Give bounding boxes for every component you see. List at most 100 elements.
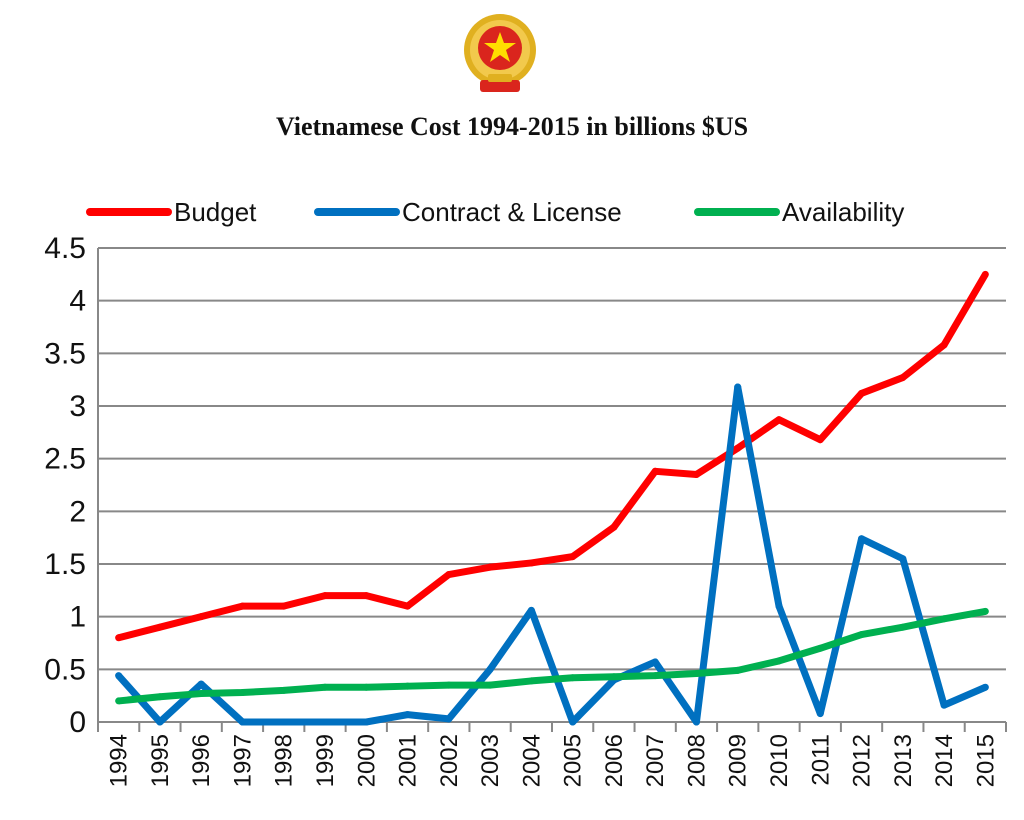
data-point — [280, 602, 288, 610]
data-point — [775, 416, 783, 424]
series-line-1 — [116, 383, 987, 726]
data-point — [197, 613, 205, 621]
x-tick-label: 2003 — [477, 734, 504, 787]
y-tick-label: 0 — [69, 706, 86, 739]
data-point — [610, 673, 618, 681]
data-point — [610, 523, 618, 531]
data-point — [651, 658, 659, 666]
data-point — [404, 602, 412, 610]
data-point — [156, 718, 164, 726]
data-point — [569, 718, 577, 726]
data-point — [692, 670, 700, 678]
x-tick-label: 2002 — [436, 734, 463, 787]
legend: Budget Contract & License Availability — [86, 197, 904, 227]
data-point — [238, 718, 246, 726]
data-point — [858, 631, 866, 639]
x-tick-label: 2008 — [683, 734, 710, 787]
legend-label: Availability — [782, 197, 904, 227]
data-point — [115, 672, 123, 680]
legend-label: Contract & License — [402, 197, 622, 227]
x-tick-label: 2014 — [931, 734, 958, 787]
y-tick-label: 1.5 — [44, 548, 86, 581]
data-point — [486, 681, 494, 689]
y-tick-label: 2.5 — [44, 443, 86, 476]
x-tick-label: 2001 — [395, 734, 422, 787]
data-point — [775, 657, 783, 665]
data-point — [899, 374, 907, 382]
data-point — [651, 467, 659, 475]
y-tick-label: 4.5 — [44, 232, 86, 265]
x-tick-label: 2005 — [560, 734, 587, 787]
data-point — [940, 615, 948, 623]
data-point — [445, 571, 453, 579]
x-tick-label: 2000 — [353, 734, 380, 787]
data-point — [362, 683, 370, 691]
x-tick-label: 2006 — [601, 734, 628, 787]
y-tick-label: 3.5 — [44, 337, 86, 370]
data-point — [321, 718, 329, 726]
x-axis-ticks: 1994 1995 1996 1997 1998 1999 2000 2001 2002 2003… — [106, 734, 1000, 787]
chart-title: Vietnamese Cost 1994-2015 in billions $U… — [275, 112, 749, 141]
x-tick-label: 2010 — [766, 734, 793, 787]
series-lines — [115, 270, 989, 726]
data-point — [197, 690, 205, 698]
data-point — [445, 681, 453, 689]
data-point — [981, 270, 989, 278]
data-point — [734, 444, 742, 452]
data-point — [569, 674, 577, 682]
data-point — [280, 718, 288, 726]
x-tick-label: 2004 — [518, 734, 545, 787]
data-point — [858, 535, 866, 543]
data-point — [775, 602, 783, 610]
x-tick-label: 1995 — [147, 734, 174, 787]
data-point — [527, 606, 535, 614]
data-point — [940, 341, 948, 349]
data-point — [816, 710, 824, 718]
data-point — [362, 592, 370, 600]
y-tick-label: 4 — [69, 285, 86, 318]
data-point — [445, 715, 453, 723]
data-point — [981, 683, 989, 691]
data-point — [197, 680, 205, 688]
data-point — [899, 555, 907, 563]
data-point — [692, 718, 700, 726]
y-tick-label: 3 — [69, 390, 86, 423]
data-point — [280, 686, 288, 694]
data-point — [321, 683, 329, 691]
x-tick-label: 1999 — [312, 734, 339, 787]
data-point — [858, 389, 866, 397]
series-line-0 — [117, 272, 989, 642]
data-point — [527, 677, 535, 685]
data-point — [238, 689, 246, 697]
data-point — [651, 672, 659, 680]
y-axis-ticks: 0 0.5 1 1.5 2 2.5 3 3.5 4 4.5 — [44, 232, 86, 739]
data-point — [404, 711, 412, 719]
data-point — [734, 666, 742, 674]
data-point — [404, 682, 412, 690]
legend-label: Budget — [174, 197, 257, 227]
data-point — [238, 602, 246, 610]
x-tick-label: 1997 — [229, 734, 256, 787]
data-point — [816, 644, 824, 652]
y-tick-label: 2 — [69, 495, 86, 528]
x-tick-label: 2007 — [642, 734, 669, 787]
data-point — [569, 553, 577, 561]
y-tick-label: 1 — [69, 601, 86, 634]
x-tick-label: 2011 — [807, 734, 834, 786]
data-point — [527, 559, 535, 567]
national-emblem — [464, 14, 536, 92]
series-line-2 — [118, 607, 986, 705]
data-point — [115, 697, 123, 705]
x-tick-label: 2013 — [890, 734, 917, 787]
x-tick-label: 1994 — [106, 734, 133, 787]
data-point — [734, 383, 742, 391]
x-tick-label: 2009 — [725, 734, 752, 787]
x-tick-label: 1998 — [271, 734, 298, 787]
data-point — [486, 563, 494, 571]
data-point — [816, 436, 824, 444]
y-tick-label: 0.5 — [44, 653, 86, 686]
data-point — [940, 701, 948, 709]
data-point — [692, 470, 700, 478]
data-point — [115, 634, 123, 642]
